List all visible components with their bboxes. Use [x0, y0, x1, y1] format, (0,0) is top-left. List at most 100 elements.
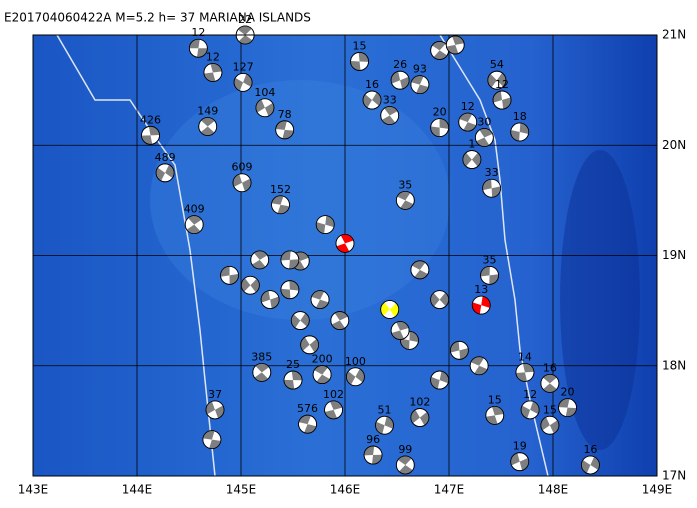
compressional-quadrant — [316, 215, 335, 234]
depth-label: 426 — [140, 113, 161, 126]
ball-edge — [430, 370, 450, 390]
ball-edge — [390, 321, 410, 340]
ball-edge — [510, 452, 530, 472]
ball-edge — [410, 408, 430, 427]
compressional-quadrant — [271, 195, 290, 214]
focal-mechanism — [312, 365, 332, 384]
compressional-quadrant — [381, 106, 398, 125]
frame — [32, 34, 658, 477]
depth-label: 102 — [409, 396, 430, 409]
ball-edge — [458, 112, 478, 132]
compressional-quadrant — [234, 74, 253, 91]
focal-mechanism — [395, 455, 415, 475]
trench-line — [56, 34, 216, 477]
depth-label: 26 — [393, 58, 407, 71]
depth-label: 54 — [490, 58, 504, 71]
depth-label: 35 — [398, 178, 412, 191]
focal-mechanism — [260, 290, 280, 310]
ball-edge — [141, 125, 160, 145]
focal-mechanism — [350, 52, 369, 71]
ball-edge — [312, 365, 332, 384]
compressional-quadrant — [432, 41, 448, 60]
compressional-quadrant — [487, 72, 506, 88]
compressional-quadrant — [300, 337, 319, 353]
ball-edge — [184, 215, 204, 235]
ball-edge — [390, 70, 410, 90]
focal-mechanism — [345, 367, 365, 387]
depth-label: 16 — [543, 361, 557, 374]
ball-edge — [335, 233, 355, 253]
ball-edge — [482, 178, 502, 198]
ball-edge — [395, 455, 415, 475]
depth-label: 99 — [398, 443, 412, 456]
x-tick-label: 145E — [226, 483, 257, 497]
ball-edge — [252, 362, 272, 382]
focal-mechanism — [335, 233, 355, 253]
compressional-quadrant — [462, 152, 481, 167]
ball-edge — [395, 190, 415, 210]
depth-label: 152 — [270, 183, 291, 196]
depth-label: 78 — [278, 108, 292, 121]
focal-mechanism — [540, 373, 560, 393]
ball-edge — [232, 173, 252, 193]
y-tick-label: 17N — [662, 469, 686, 483]
depth-label: 609 — [232, 161, 253, 174]
compressional-quadrant — [400, 331, 419, 350]
compressional-quadrant — [346, 368, 365, 385]
compressional-quadrant — [189, 39, 208, 58]
ball-edge — [202, 430, 222, 450]
focal-mechanism — [252, 362, 272, 382]
ball-edge — [188, 38, 208, 58]
ball-edge — [350, 52, 369, 71]
ball-edge — [480, 265, 499, 285]
compressional-quadrant — [254, 363, 270, 382]
x-tick-label: 144E — [122, 483, 153, 497]
ball-edge — [581, 455, 600, 475]
x-tick-label: 149E — [642, 483, 673, 497]
compressional-quadrant — [482, 179, 501, 198]
compressional-quadrant — [430, 118, 449, 137]
compressional-quadrant — [411, 75, 429, 94]
depth-label: 20 — [561, 386, 575, 399]
depth-label: 127 — [233, 60, 254, 73]
compressional-quadrant — [363, 92, 382, 108]
depth-label: 200 — [312, 353, 333, 366]
compressional-quadrant — [200, 117, 215, 136]
compressional-quadrant — [141, 126, 160, 145]
ball-edge — [310, 290, 330, 310]
focal-mechanism — [220, 265, 239, 285]
compressional-quadrant — [472, 296, 491, 315]
ball-edge — [400, 330, 419, 350]
x-tick-label: 146E — [330, 483, 361, 497]
compressional-quadrant — [485, 406, 504, 425]
depth-label: 15 — [543, 403, 557, 416]
focal-mechanism — [390, 321, 410, 340]
ball-edge — [558, 398, 577, 418]
depth-label: 12 — [206, 50, 220, 63]
depth-label: 51 — [378, 403, 392, 416]
ball-edge — [485, 405, 505, 425]
focal-mechanism — [482, 178, 502, 198]
focal-mechanism — [430, 118, 450, 138]
focal-mechanism — [250, 250, 270, 270]
compressional-quadrant — [241, 278, 260, 293]
depth-label: 12 — [461, 100, 475, 113]
compressional-quadrant — [233, 174, 252, 192]
depth-label: 35 — [483, 253, 497, 266]
focal-mechanism — [480, 265, 499, 285]
focal-mechanism — [198, 117, 218, 136]
compressional-quadrant — [470, 356, 488, 375]
focal-mechanism — [280, 280, 300, 300]
compressional-quadrant — [314, 365, 330, 384]
ball-edge — [445, 35, 465, 55]
compressional-quadrant — [446, 35, 465, 54]
compressional-quadrant — [430, 292, 449, 307]
compressional-quadrant — [430, 371, 449, 389]
ball-edge — [487, 70, 507, 90]
compressional-quadrant — [291, 313, 310, 329]
compressional-quadrant — [391, 321, 409, 340]
compressional-quadrant — [220, 266, 239, 285]
focal-mechanism — [462, 150, 482, 169]
focal-mechanism — [184, 215, 204, 235]
